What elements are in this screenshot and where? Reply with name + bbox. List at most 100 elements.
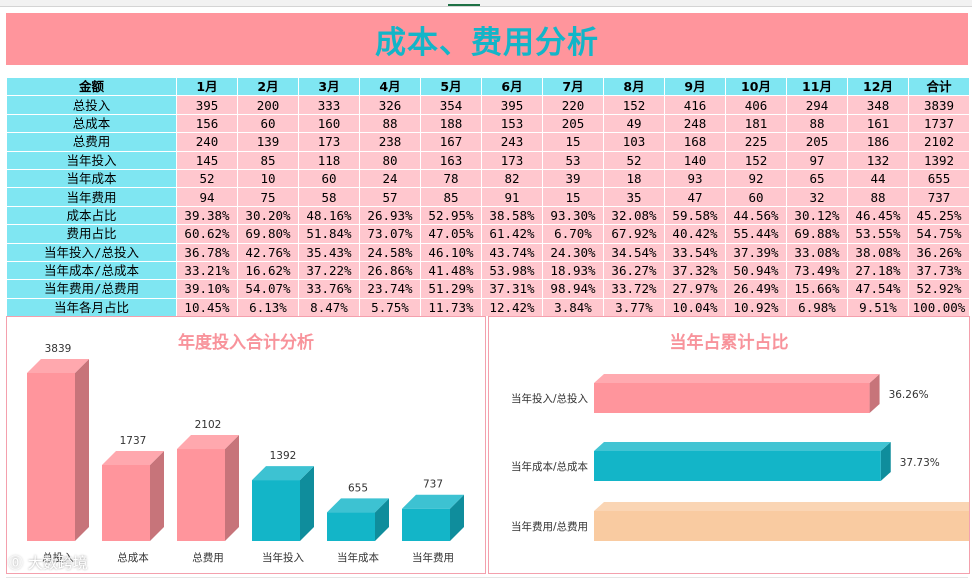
value-cell[interactable]: 30.12% — [786, 205, 848, 226]
value-cell[interactable]: 15 — [542, 132, 604, 152]
value-cell[interactable]: 152 — [603, 95, 665, 115]
value-cell[interactable]: 100.00% — [908, 297, 970, 318]
value-cell[interactable]: 156 — [176, 113, 238, 134]
value-cell[interactable]: 3.77% — [603, 297, 665, 318]
value-cell[interactable]: 54.75% — [908, 224, 970, 244]
value-cell[interactable]: 240 — [176, 132, 238, 152]
header-cell[interactable]: 3月 — [298, 76, 360, 97]
value-cell[interactable]: 24.30% — [542, 242, 604, 262]
value-cell[interactable]: 35.43% — [298, 242, 360, 262]
header-cell[interactable]: 5月 — [420, 76, 482, 97]
value-cell[interactable]: 97 — [786, 150, 848, 170]
value-cell[interactable]: 3.84% — [542, 297, 604, 318]
value-cell[interactable]: 655 — [908, 168, 970, 189]
value-cell[interactable]: 98.94% — [542, 279, 604, 299]
value-cell[interactable]: 73.07% — [359, 224, 421, 244]
value-cell[interactable]: 60.62% — [176, 224, 238, 244]
header-cell[interactable]: 1月 — [176, 76, 238, 97]
value-cell[interactable]: 59.58% — [664, 205, 726, 226]
value-cell[interactable]: 354 — [420, 95, 482, 115]
value-cell[interactable]: 160 — [298, 113, 360, 134]
value-cell[interactable]: 33.76% — [298, 279, 360, 299]
value-cell[interactable]: 93 — [664, 168, 726, 189]
value-cell[interactable]: 46.45% — [847, 205, 909, 226]
value-cell[interactable]: 82 — [481, 168, 543, 189]
header-cell[interactable]: 12月 — [847, 76, 909, 97]
value-cell[interactable]: 88 — [786, 113, 848, 134]
header-cell[interactable]: 11月 — [786, 76, 848, 97]
row-label[interactable]: 当年投入 — [6, 150, 177, 170]
value-cell[interactable]: 10 — [237, 168, 299, 189]
value-cell[interactable]: 152 — [725, 150, 787, 170]
header-cell[interactable]: 10月 — [725, 76, 787, 97]
value-cell[interactable]: 395 — [481, 95, 543, 115]
value-cell[interactable]: 24 — [359, 168, 421, 189]
value-cell[interactable]: 55.44% — [725, 224, 787, 244]
value-cell[interactable]: 6.98% — [786, 297, 848, 318]
value-cell[interactable]: 16.62% — [237, 260, 299, 281]
value-cell[interactable]: 69.88% — [786, 224, 848, 244]
value-cell[interactable]: 58 — [298, 187, 360, 207]
value-cell[interactable]: 51.84% — [298, 224, 360, 244]
value-cell[interactable]: 186 — [847, 132, 909, 152]
value-cell[interactable]: 167 — [420, 132, 482, 152]
value-cell[interactable]: 39 — [542, 168, 604, 189]
value-cell[interactable]: 173 — [481, 150, 543, 170]
value-cell[interactable]: 47 — [664, 187, 726, 207]
header-cell[interactable]: 9月 — [664, 76, 726, 97]
value-cell[interactable]: 47.54% — [847, 279, 909, 299]
value-cell[interactable]: 38.08% — [847, 242, 909, 262]
value-cell[interactable]: 60 — [725, 187, 787, 207]
value-cell[interactable]: 163 — [420, 150, 482, 170]
value-cell[interactable]: 38.58% — [481, 205, 543, 226]
value-cell[interactable]: 32.08% — [603, 205, 665, 226]
value-cell[interactable]: 33.08% — [786, 242, 848, 262]
value-cell[interactable]: 52.95% — [420, 205, 482, 226]
value-cell[interactable]: 348 — [847, 95, 909, 115]
value-cell[interactable]: 50.94% — [725, 260, 787, 281]
value-cell[interactable]: 80 — [359, 150, 421, 170]
header-cell[interactable]: 7月 — [542, 76, 604, 97]
value-cell[interactable]: 27.97% — [664, 279, 726, 299]
value-cell[interactable]: 45.25% — [908, 205, 970, 226]
row-label[interactable]: 成本占比 — [6, 205, 177, 226]
value-cell[interactable]: 93.30% — [542, 205, 604, 226]
value-cell[interactable]: 24.58% — [359, 242, 421, 262]
value-cell[interactable]: 33.54% — [664, 242, 726, 262]
value-cell[interactable]: 94 — [176, 187, 238, 207]
value-cell[interactable]: 37.32% — [664, 260, 726, 281]
value-cell[interactable]: 1392 — [908, 150, 970, 170]
value-cell[interactable]: 145 — [176, 150, 238, 170]
value-cell[interactable]: 406 — [725, 95, 787, 115]
row-label[interactable]: 总费用 — [6, 132, 177, 152]
value-cell[interactable]: 27.18% — [847, 260, 909, 281]
value-cell[interactable]: 294 — [786, 95, 848, 115]
value-cell[interactable]: 65 — [786, 168, 848, 189]
value-cell[interactable]: 181 — [725, 113, 787, 134]
value-cell[interactable]: 52 — [603, 150, 665, 170]
value-cell[interactable]: 34.54% — [603, 242, 665, 262]
value-cell[interactable]: 188 — [420, 113, 482, 134]
value-cell[interactable]: 205 — [786, 132, 848, 152]
value-cell[interactable]: 47.05% — [420, 224, 482, 244]
value-cell[interactable]: 18 — [603, 168, 665, 189]
value-cell[interactable]: 326 — [359, 95, 421, 115]
value-cell[interactable]: 46.10% — [420, 242, 482, 262]
value-cell[interactable]: 37.73% — [908, 260, 970, 281]
value-cell[interactable]: 243 — [481, 132, 543, 152]
value-cell[interactable]: 173 — [298, 132, 360, 152]
value-cell[interactable]: 53.98% — [481, 260, 543, 281]
value-cell[interactable]: 88 — [847, 187, 909, 207]
value-cell[interactable]: 737 — [908, 187, 970, 207]
value-cell[interactable]: 248 — [664, 113, 726, 134]
value-cell[interactable]: 200 — [237, 95, 299, 115]
row-label[interactable]: 当年成本 — [6, 168, 177, 189]
value-cell[interactable]: 53 — [542, 150, 604, 170]
row-label[interactable]: 当年费用 — [6, 187, 177, 207]
value-cell[interactable]: 37.39% — [725, 242, 787, 262]
value-cell[interactable]: 85 — [237, 150, 299, 170]
value-cell[interactable]: 10.92% — [725, 297, 787, 318]
row-label[interactable]: 当年各月占比 — [6, 297, 177, 318]
value-cell[interactable]: 91 — [481, 187, 543, 207]
value-cell[interactable]: 73.49% — [786, 260, 848, 281]
